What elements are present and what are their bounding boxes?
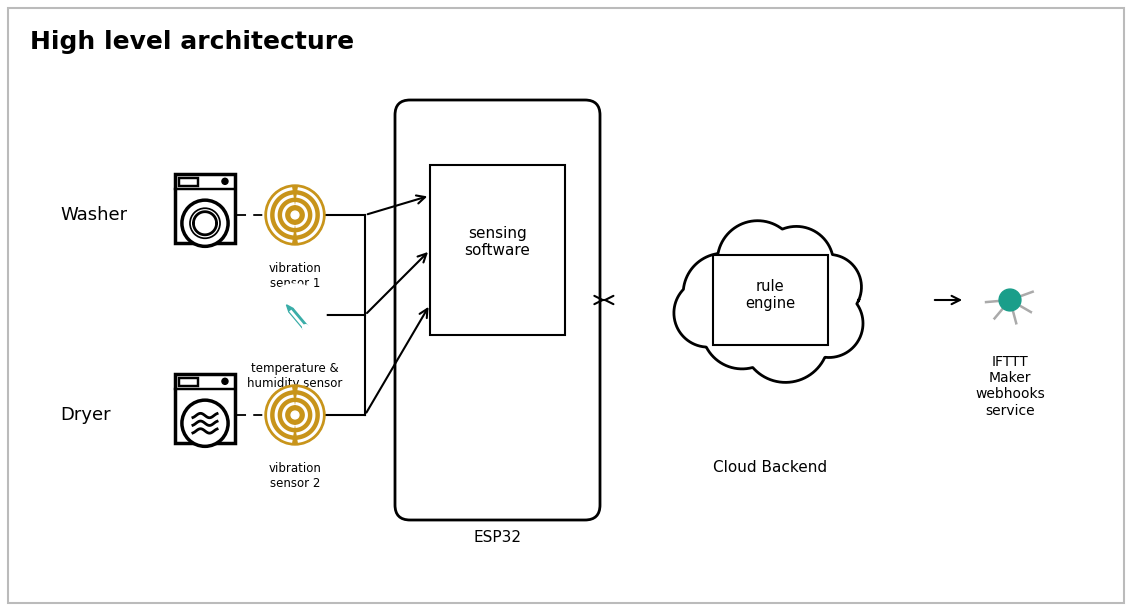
Polygon shape [674, 221, 863, 382]
Circle shape [981, 318, 995, 333]
Circle shape [222, 178, 228, 185]
Bar [179, 178, 198, 186]
Circle shape [291, 411, 299, 419]
Circle shape [1032, 310, 1047, 324]
Text: Dryer: Dryer [60, 406, 111, 424]
Circle shape [684, 253, 764, 334]
Circle shape [795, 289, 863, 357]
Text: High level architecture: High level architecture [31, 30, 354, 54]
Text: rule
engine: rule engine [745, 279, 795, 311]
Circle shape [796, 254, 861, 320]
Circle shape [674, 279, 743, 347]
Polygon shape [286, 305, 293, 312]
Circle shape [182, 200, 229, 246]
Bar [174, 374, 235, 442]
Circle shape [291, 211, 299, 219]
Polygon shape [289, 309, 308, 329]
Bar [712, 255, 827, 345]
FancyBboxPatch shape [395, 100, 600, 520]
Circle shape [1012, 326, 1026, 340]
Circle shape [969, 296, 984, 310]
Circle shape [302, 324, 309, 331]
Circle shape [718, 221, 798, 301]
Text: IFTTT
Maker
webhooks
service: IFTTT Maker webhooks service [975, 355, 1045, 417]
Circle shape [222, 378, 228, 384]
Circle shape [760, 227, 833, 301]
Text: Washer: Washer [60, 206, 127, 224]
Bar [430, 165, 565, 335]
Circle shape [702, 288, 782, 369]
Circle shape [1035, 281, 1049, 296]
Circle shape [265, 185, 325, 245]
Circle shape [265, 285, 325, 345]
Circle shape [265, 385, 325, 445]
Circle shape [182, 400, 229, 447]
Circle shape [1000, 289, 1021, 311]
Text: sensing
software: sensing software [464, 226, 531, 258]
Bar [179, 378, 198, 386]
Text: vibration
sensor 2: vibration sensor 2 [268, 462, 321, 490]
Text: temperature &
humidity sensor: temperature & humidity sensor [247, 362, 343, 390]
Circle shape [743, 296, 829, 382]
Text: vibration
sensor 1: vibration sensor 1 [268, 262, 321, 290]
Bar [174, 174, 235, 243]
Text: Cloud Backend: Cloud Backend [713, 460, 827, 475]
Text: ESP32: ESP32 [473, 530, 522, 545]
